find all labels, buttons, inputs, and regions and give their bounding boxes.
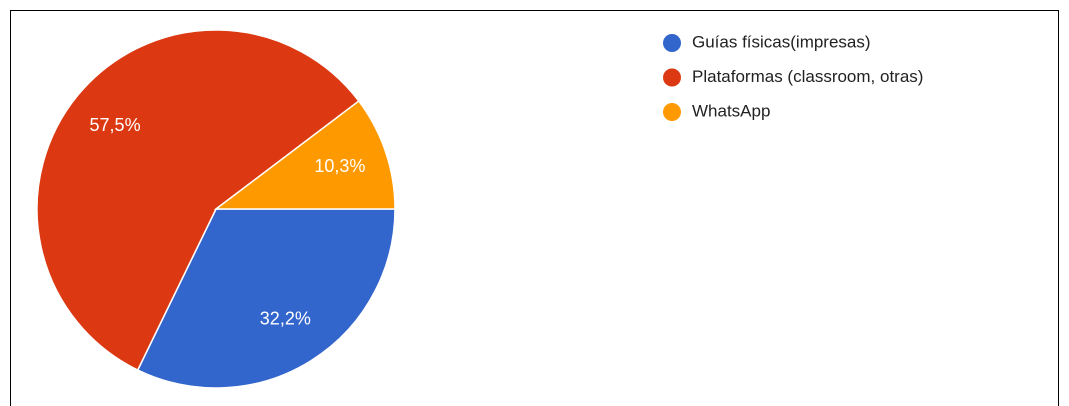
pie-slice (36, 29, 360, 371)
legend-swatch (663, 34, 681, 52)
legend-label: Guías físicas(impresas) (692, 32, 871, 51)
pie-slice (213, 100, 396, 210)
legend-swatch (663, 68, 681, 87)
data-label: 57,5% (90, 115, 141, 135)
data-label: 32,2% (260, 309, 311, 329)
legend-label: Plataformas (classroom, otras) (692, 67, 923, 86)
pie-slice (136, 208, 396, 389)
data-label: 10,3% (314, 156, 365, 176)
legend-swatch (663, 103, 681, 121)
legend-label: WhatsApp (692, 101, 770, 120)
